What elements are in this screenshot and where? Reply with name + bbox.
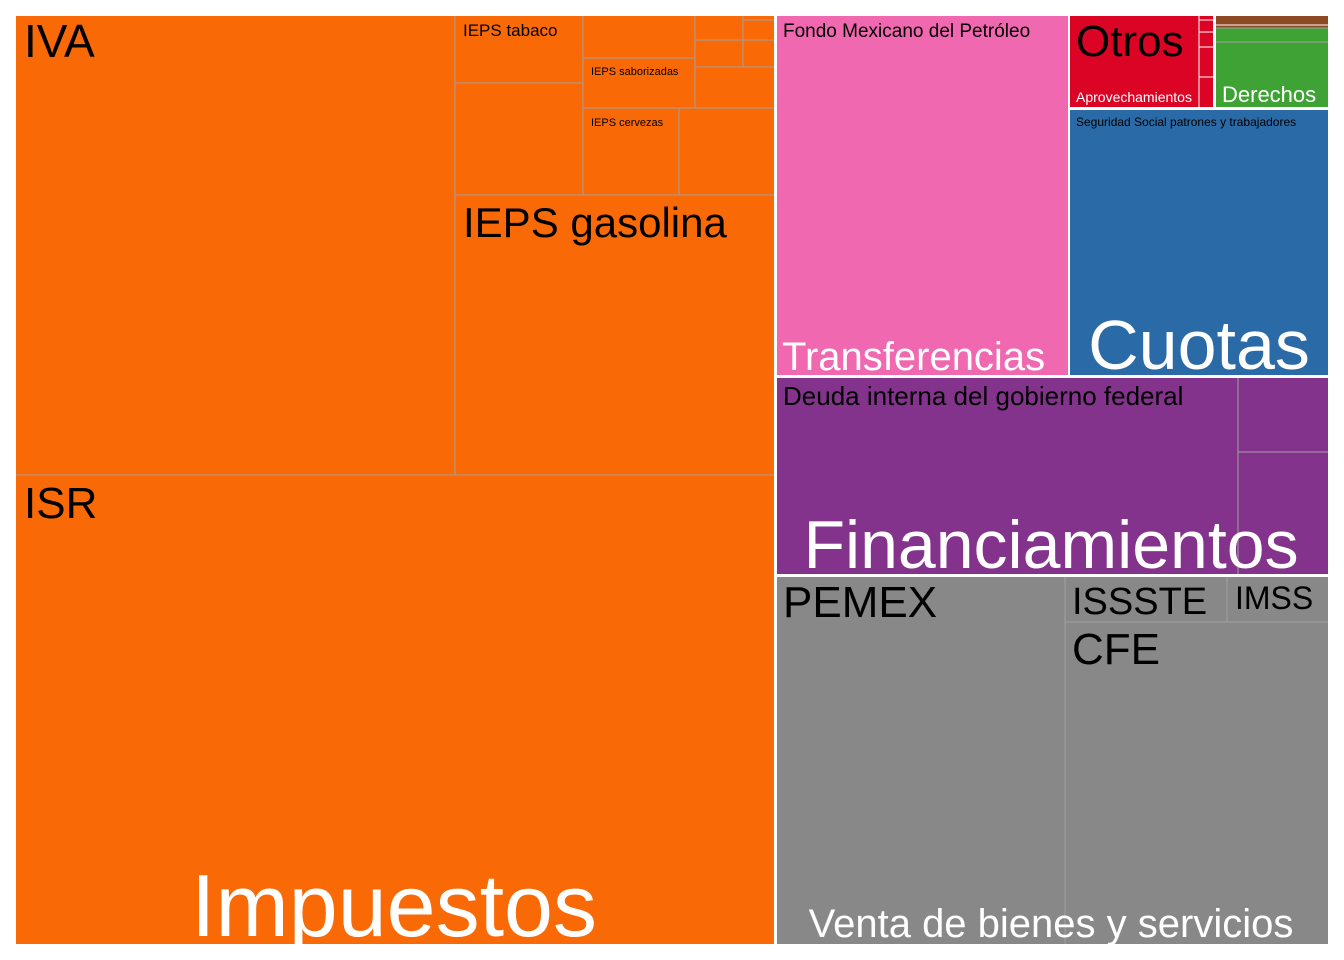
label-ieps-cervezas: IEPS cervezas — [591, 117, 664, 129]
tile-ieps-gasolina — [454, 194, 776, 476]
label-otros: Otros — [1076, 17, 1184, 66]
tile-derechos-minor — [1214, 27, 1330, 43]
tile-impuestos-minor — [678, 107, 776, 196]
label-seguridad-social: Seguridad Social patrones y trabajadores — [1076, 115, 1296, 129]
tile-otros-minor — [1198, 46, 1215, 78]
tile-derechos-minor — [1214, 41, 1330, 109]
tile-ieps-cervezas — [582, 107, 680, 196]
label-aprovechamientos: Aprovechamientos — [1076, 89, 1192, 105]
label-derechos: Derechos — [1222, 82, 1316, 107]
tile-otros-minor — [1198, 76, 1215, 109]
label-issste: ISSSTE — [1072, 581, 1207, 623]
label-ieps-saborizadas: IEPS saborizadas — [591, 66, 679, 78]
tile-otros-minor — [1198, 19, 1215, 33]
treemap-tiles — [14, 14, 1330, 946]
tile-pemex — [775, 575, 1066, 946]
label-pemex: PEMEX — [783, 578, 937, 627]
tile-impuestos-minor — [742, 19, 776, 41]
tile-impuestos-minor — [742, 39, 776, 68]
label-venta-de-bienes-y-servicios: Venta de bienes y servicios — [809, 902, 1294, 946]
tile-financiamientos-minor — [1237, 376, 1330, 453]
tile-impuestos-minor — [694, 66, 776, 109]
tile-otros-minor — [1198, 31, 1215, 48]
label-impuestos: Impuestos — [191, 856, 597, 955]
tile-isr — [14, 474, 776, 946]
tile-cfe — [1064, 621, 1330, 946]
label-ieps-gasolina: IEPS gasolina — [463, 199, 727, 246]
tile-border-venta-de-bienes-y-servicios — [775, 575, 1330, 946]
tile-impuestos-minor — [454, 82, 584, 196]
tile-iva — [14, 14, 456, 476]
tile-ieps-tabaco — [454, 14, 584, 84]
tile-impuestos-minor — [694, 39, 744, 68]
label-isr: ISR — [24, 479, 97, 528]
label-iva: IVA — [24, 15, 95, 67]
label-financiamientos: Financiamientos — [803, 507, 1298, 583]
treemap-labels: IVA ISR IEPS gasolina IEPS tabaco IEPS sabor… — [24, 15, 1316, 955]
tile-seguridad-social-patrones-y-trabajadores — [1068, 108, 1330, 377]
tile-fondo-mexicano-del-petroleo — [775, 14, 1070, 377]
label-fondo-mexicano-del-petroleo: Fondo Mexicano del Petróleo — [783, 21, 1030, 42]
tile-impuestos-minor — [582, 14, 696, 59]
label-cuotas: Cuotas — [1088, 306, 1310, 384]
label-transferencias: Transferencias — [782, 335, 1045, 379]
label-ieps-tabaco: IEPS tabaco — [463, 21, 558, 40]
label-cfe: CFE — [1072, 625, 1160, 674]
tile-impuestos-minor — [694, 14, 744, 41]
label-imss: IMSS — [1235, 580, 1313, 616]
label-deuda-interna: Deuda interna del gobierno federal — [783, 381, 1183, 411]
tile-productos — [1214, 14, 1330, 26]
